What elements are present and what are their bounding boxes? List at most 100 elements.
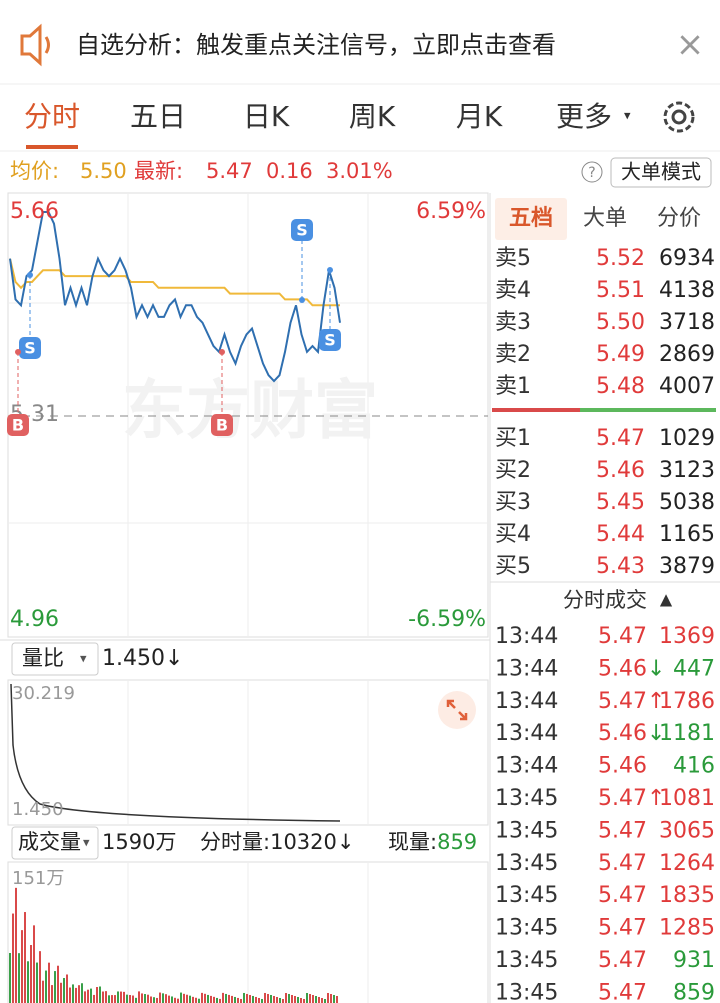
ratio-dropdown[interactable] <box>11 642 99 676</box>
tab[interactable]: 周K <box>349 100 396 133</box>
volume-bar <box>168 995 170 1003</box>
ratio-value: 1.450↓ <box>102 646 183 671</box>
book-tab[interactable]: 五档 <box>509 206 553 231</box>
banner[interactable] <box>0 0 720 84</box>
volume-bar <box>24 912 26 1003</box>
trade-price: 5.47 <box>598 624 647 649</box>
trade-time: 13:45 <box>495 851 558 876</box>
book-volume: 3123 <box>659 458 715 483</box>
tab[interactable]: 月K <box>456 100 503 133</box>
volume-bar <box>126 994 128 1003</box>
trade-time: 13:45 <box>495 786 558 811</box>
chart-grid <box>8 193 488 637</box>
signal-text: S <box>24 339 36 358</box>
pct-high: 6.59% <box>416 199 486 224</box>
book-price: 5.45 <box>596 490 645 515</box>
close-button[interactable]: × <box>676 25 705 65</box>
tab[interactable]: 五日 <box>130 100 186 133</box>
book-price: 5.47 <box>596 426 645 451</box>
trade-time: 13:45 <box>495 980 558 1003</box>
volume-bar <box>48 962 50 1003</box>
ask-bar <box>492 408 580 412</box>
volume-bar <box>42 980 44 1003</box>
expand-button[interactable] <box>438 691 476 729</box>
trade-volume: 1369 <box>659 624 715 649</box>
tab-indicator <box>26 145 78 149</box>
pct-low: -6.59% <box>408 607 486 632</box>
volume-bar <box>315 995 317 1003</box>
trade-price-value: 5.47 <box>598 980 647 1003</box>
volume-label[interactable]: 成交量 <box>18 830 81 854</box>
volume-bar <box>237 997 239 1003</box>
volume-bar <box>66 974 68 1003</box>
trade-price: 5.47 <box>598 883 647 908</box>
trade-volume: 416 <box>673 754 715 779</box>
trade-volume: 1181 <box>659 721 715 746</box>
volume-bar <box>39 951 41 1003</box>
info-avg: 5.50 <box>80 159 127 183</box>
volume-bar <box>96 987 98 1003</box>
tab[interactable]: 日K <box>243 100 290 133</box>
price-high: 5.66 <box>10 199 59 224</box>
trade-time: 13:44 <box>495 721 558 746</box>
tab[interactable]: 分时 <box>24 100 80 133</box>
help-text[interactable]: ? <box>588 165 595 181</box>
active-book-tab[interactable] <box>495 198 567 240</box>
settings-icon[interactable] <box>663 101 695 133</box>
tab[interactable]: 更多 <box>556 100 612 133</box>
volume-bar <box>111 995 113 1003</box>
volume-bar <box>252 995 254 1003</box>
volume-bar <box>213 996 215 1003</box>
volume-bar <box>273 995 275 1003</box>
volume-bar <box>204 993 206 1003</box>
trade-price-value: 5.47 <box>598 851 647 876</box>
signal-dot <box>219 349 225 355</box>
volume-bar <box>57 965 59 1003</box>
signal-dot <box>15 349 21 355</box>
trade-time: 13:44 <box>495 656 558 681</box>
book-price: 5.44 <box>596 522 645 547</box>
signal-badge <box>7 414 29 436</box>
volume-bar <box>99 986 101 1003</box>
bid-bar <box>580 408 716 412</box>
volume-bar <box>30 945 32 1003</box>
mode-button-text[interactable]: 大单模式 <box>621 160 701 184</box>
volume-bar <box>27 961 29 1003</box>
trade-price: 5.47 <box>598 916 647 941</box>
trade-volume: 1081 <box>659 786 715 811</box>
info-avg-label: 均价: <box>10 159 59 183</box>
trades-title[interactable]: 分时成交 <box>563 588 647 612</box>
book-tab[interactable]: 大单 <box>583 206 627 231</box>
volume-bar <box>330 993 332 1003</box>
book-volume: 3718 <box>659 310 715 335</box>
trades-toggle[interactable]: ▲ <box>660 590 673 609</box>
volume-bar <box>174 997 176 1003</box>
info-change: 0.16 <box>266 159 313 183</box>
volume-bar <box>72 984 74 1003</box>
volume-bar <box>216 997 218 1003</box>
volume-bar <box>225 993 227 1003</box>
book-label: 卖1 <box>495 374 531 399</box>
volume-dropdown[interactable] <box>11 826 99 860</box>
volume-period: 分时量:10320↓ <box>200 830 355 854</box>
volume-bar <box>321 997 323 1003</box>
volume-bar <box>291 994 293 1003</box>
book-label: 卖5 <box>495 246 531 271</box>
book-volume: 2869 <box>659 342 715 367</box>
ratio-label[interactable]: 量比 <box>22 646 64 670</box>
volume-bar <box>186 994 188 1003</box>
volume-bar <box>264 992 266 1003</box>
trade-price: 5.46↓ <box>598 721 665 746</box>
book-tab[interactable]: 分价 <box>657 206 701 231</box>
volume-bar <box>114 995 116 1003</box>
volume-bar <box>258 997 260 1003</box>
trade-price-value: 5.47 <box>598 883 647 908</box>
book-price: 5.43 <box>596 554 645 579</box>
now-value: 859 <box>437 830 477 854</box>
mode-button[interactable] <box>610 157 712 188</box>
trade-price: 5.47↑ <box>598 786 665 811</box>
help-icon[interactable] <box>581 161 603 183</box>
volume-bar <box>63 978 65 1003</box>
trade-volume: 931 <box>673 948 715 973</box>
banner-text[interactable]: 自选分析：触发重点关注信号，立即点击查看 <box>76 31 556 59</box>
